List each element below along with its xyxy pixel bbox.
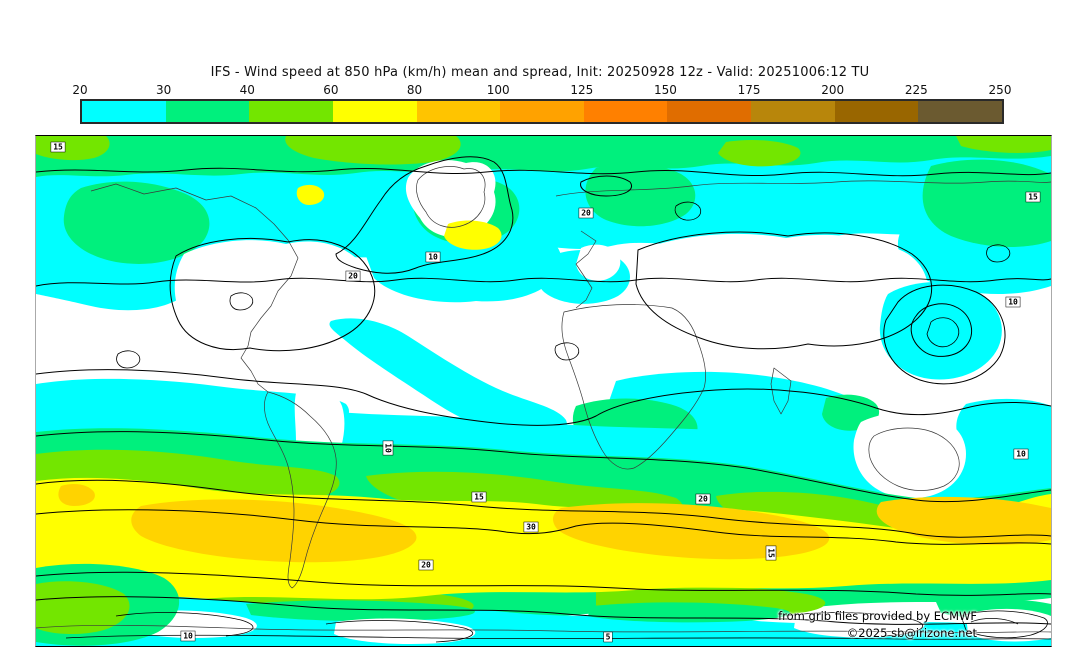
contour-label: 10 bbox=[1013, 448, 1029, 460]
contour-labels: 15 20 10 20 15 10 10 15 20 30 15 20 10 10 5 bbox=[50, 141, 1041, 643]
svg-text:10: 10 bbox=[1016, 450, 1026, 459]
svg-text:10: 10 bbox=[428, 253, 438, 262]
svg-text:20: 20 bbox=[421, 561, 431, 570]
svg-text:15: 15 bbox=[53, 143, 63, 152]
colorbar-segment bbox=[249, 101, 333, 122]
page-title: IFS - Wind speed at 850 hPa (km/h) mean … bbox=[210, 65, 870, 80]
colorbar-tick: 40 bbox=[239, 83, 255, 97]
colorbar-segment bbox=[918, 101, 1003, 122]
colorbar-segment bbox=[834, 101, 919, 122]
svg-text:10: 10 bbox=[1008, 298, 1018, 307]
attribution-provider: from grib files provided by ECMWF bbox=[778, 609, 977, 623]
contour-label: 5 bbox=[603, 631, 613, 643]
spread-contours bbox=[36, 156, 1051, 643]
svg-text:30: 30 bbox=[526, 523, 536, 532]
contour-label: 10 bbox=[1005, 296, 1021, 308]
colorbar-tick: 125 bbox=[570, 83, 594, 97]
contour-label: 30 bbox=[523, 521, 539, 533]
svg-text:15: 15 bbox=[1028, 193, 1038, 202]
colorbar-segment bbox=[332, 101, 417, 122]
contour-label: 10 bbox=[425, 251, 441, 263]
svg-text:15: 15 bbox=[767, 548, 776, 558]
contour-label: 15 bbox=[765, 545, 777, 561]
svg-text:5: 5 bbox=[606, 633, 611, 642]
contour-label: 20 bbox=[578, 207, 594, 219]
world-map: 15 20 10 20 15 10 10 15 20 30 15 20 10 10 5 bbox=[35, 135, 1052, 647]
colorbar-tick: 175 bbox=[737, 83, 761, 97]
contour-label: 15 bbox=[1025, 191, 1041, 203]
svg-text:20: 20 bbox=[581, 209, 591, 218]
contour-label: 10 bbox=[382, 440, 394, 456]
colorbar-segment bbox=[82, 101, 166, 122]
colorbar-segment bbox=[667, 101, 752, 122]
svg-text:10: 10 bbox=[384, 443, 393, 453]
colorbar-segment bbox=[500, 101, 584, 122]
attribution-copyright: ©2025 sb@irizone.net bbox=[846, 626, 977, 640]
contour-label: 10 bbox=[180, 630, 196, 642]
colorbar-tick: 100 bbox=[486, 83, 510, 97]
map-svg: 15 20 10 20 15 10 10 15 20 30 15 20 10 10 5 bbox=[36, 136, 1051, 646]
colorbar-segment bbox=[416, 101, 501, 122]
colorbar-tick: 80 bbox=[406, 83, 423, 97]
colorbar-segment bbox=[751, 101, 835, 122]
coastlines bbox=[36, 166, 1051, 634]
colorbar-tick-row: 20 30 40 60 80 100 125 150 175 200 225 250 bbox=[72, 83, 1011, 97]
contour-label: 20 bbox=[345, 270, 361, 282]
svg-text:15: 15 bbox=[474, 493, 484, 502]
contour-label: 20 bbox=[418, 559, 434, 571]
contour-label: 20 bbox=[695, 493, 711, 505]
colorbar-tick: 30 bbox=[155, 83, 172, 97]
colorbar-tick: 20 bbox=[72, 83, 88, 97]
contour-label: 15 bbox=[50, 141, 66, 153]
svg-text:10: 10 bbox=[183, 632, 193, 641]
contour-label: 15 bbox=[471, 491, 487, 503]
colorbar-tick: 250 bbox=[988, 83, 1012, 97]
svg-text:20: 20 bbox=[348, 272, 358, 281]
colorbar bbox=[80, 99, 1004, 124]
colorbar-tick: 225 bbox=[904, 83, 928, 97]
colorbar-tick: 200 bbox=[821, 83, 845, 97]
colorbar-segment bbox=[583, 101, 668, 122]
colorbar-tick: 60 bbox=[323, 83, 339, 97]
colorbar-tick: 150 bbox=[654, 83, 677, 97]
svg-text:20: 20 bbox=[698, 495, 708, 504]
colorbar-segment bbox=[165, 101, 250, 122]
